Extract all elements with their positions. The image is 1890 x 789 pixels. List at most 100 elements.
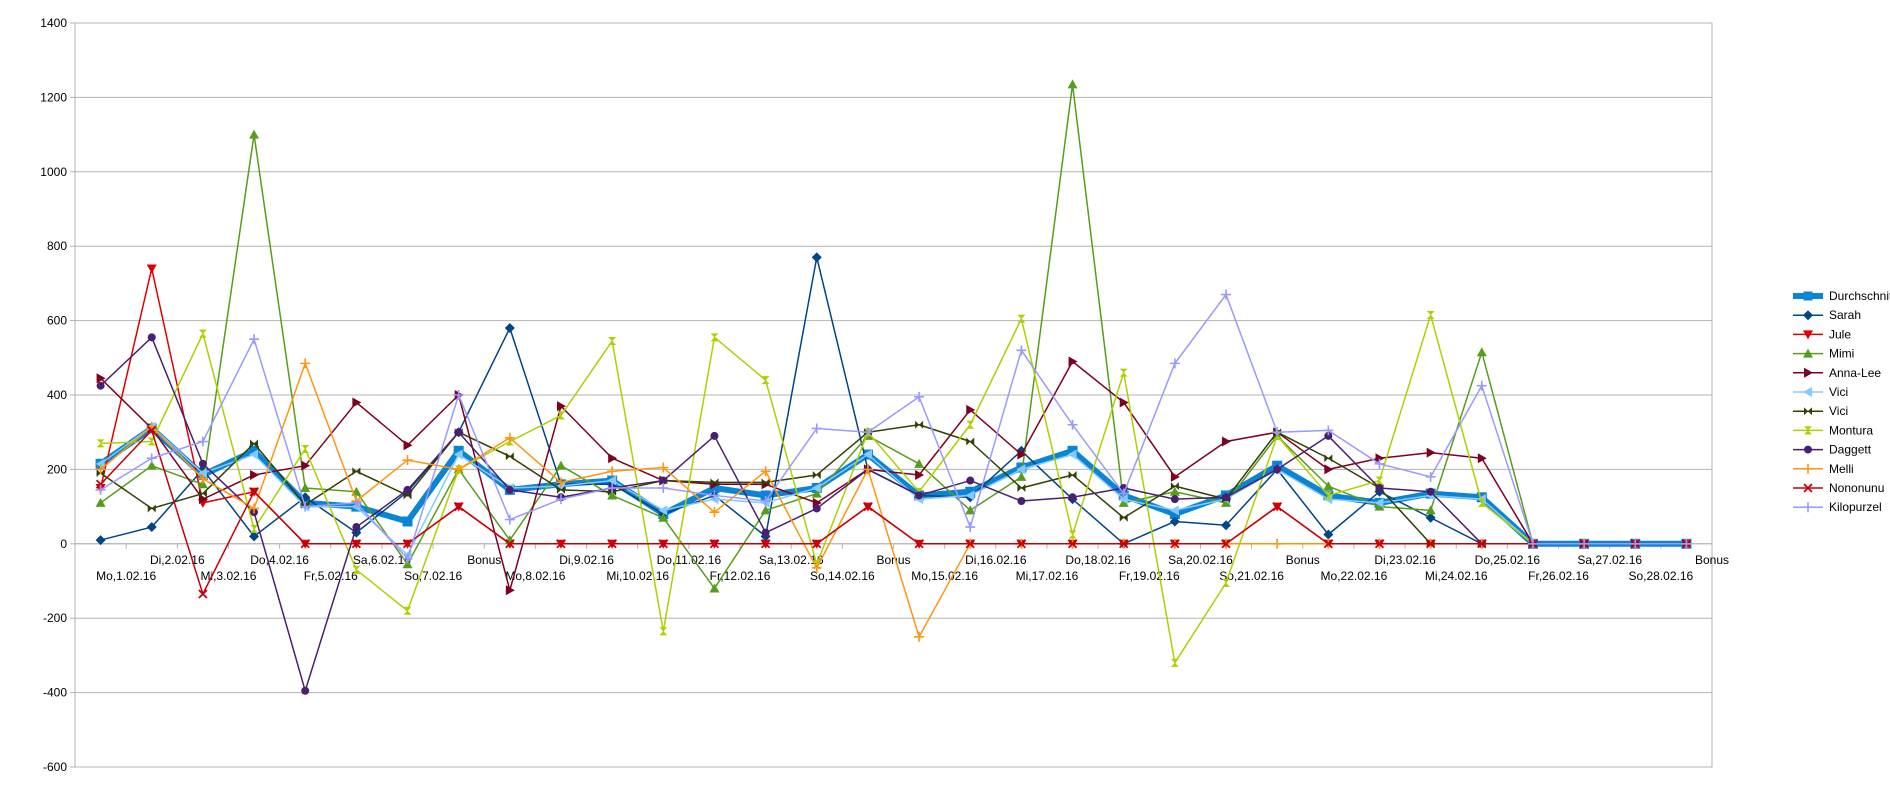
data-point (1681, 538, 1692, 549)
data-point (1324, 491, 1333, 500)
series-line (100, 425, 1687, 556)
data-point (1477, 453, 1487, 464)
data-point (1068, 493, 1077, 502)
data-point (1221, 289, 1232, 300)
data-point (1323, 425, 1334, 436)
data-point (300, 483, 311, 492)
data-point (1630, 538, 1641, 549)
series-kilopurzel (95, 289, 1692, 564)
data-point (95, 479, 106, 489)
data-point (658, 483, 669, 493)
data-point (1374, 539, 1385, 549)
x-tick-label: Sa,13.02.16 (759, 553, 824, 567)
data-point (402, 539, 413, 549)
data-point (1476, 347, 1487, 357)
data-point (607, 490, 618, 500)
data-point (147, 437, 156, 446)
data-point (965, 539, 975, 549)
data-point (197, 479, 208, 489)
data-point (760, 490, 771, 501)
data-point (1375, 484, 1384, 492)
data-point (709, 539, 720, 549)
data-point (760, 539, 771, 549)
x-tick-label: Mo,1.02.16 (96, 569, 156, 583)
data-point (504, 432, 515, 443)
y-tick-label: 800 (47, 239, 67, 253)
data-point (811, 483, 821, 493)
data-point (556, 485, 565, 494)
data-point (1221, 520, 1232, 531)
data-point (454, 428, 463, 437)
data-point (863, 501, 873, 512)
series-montura (96, 311, 1691, 667)
data-point (95, 458, 105, 469)
data-point (96, 439, 105, 448)
data-point (1169, 505, 1179, 516)
data-point (147, 333, 156, 342)
data-point (1170, 539, 1180, 549)
data-point (300, 358, 311, 369)
data-point (1118, 488, 1129, 499)
data-point (760, 505, 771, 515)
data-point (403, 606, 412, 615)
data-point (965, 490, 975, 501)
data-point (453, 464, 464, 475)
data-point (95, 464, 106, 475)
data-point (710, 333, 719, 342)
series-line (100, 83, 1687, 590)
data-point (1803, 310, 1813, 321)
x-tick-label: Mo,15.02.16 (911, 569, 978, 583)
data-point (761, 528, 770, 537)
data-point (1323, 481, 1334, 491)
data-point (915, 420, 924, 429)
y-tick-label: -600 (43, 760, 67, 774)
data-point (198, 589, 208, 599)
data-point (862, 464, 873, 475)
data-point (658, 512, 669, 522)
data-point (1803, 463, 1813, 474)
data-point (1272, 427, 1283, 438)
data-point (351, 497, 362, 508)
x-tick-label: Mi,24.02.16 (1425, 569, 1488, 583)
series-mimi (95, 79, 1692, 593)
x-tick-label: Fr,19.02.16 (1119, 569, 1180, 583)
data-point (249, 487, 259, 497)
legend-item: Jule (1793, 327, 1851, 341)
data-point (607, 475, 617, 486)
y-tick-label: 200 (47, 462, 67, 476)
data-point (760, 466, 771, 477)
data-point (250, 469, 260, 480)
y-tick-label: 600 (47, 314, 67, 328)
data-point (1169, 509, 1180, 520)
data-point (352, 397, 362, 408)
data-point (1222, 436, 1232, 447)
data-point (1119, 397, 1129, 408)
data-point (608, 453, 618, 464)
data-point (1221, 539, 1231, 549)
series-line (100, 360, 1687, 592)
legend-item: Vici (1793, 385, 1848, 399)
data-point (505, 485, 514, 494)
x-tick-label: Bonus (467, 553, 501, 567)
data-point (1017, 449, 1027, 460)
data-point (453, 449, 463, 460)
data-point (811, 562, 822, 573)
data-point (965, 505, 976, 515)
data-point (453, 390, 464, 400)
data-point (1016, 464, 1026, 475)
data-point (1323, 539, 1333, 549)
data-point (1067, 445, 1078, 456)
y-tick-label: 1400 (40, 16, 67, 30)
data-point (1579, 538, 1590, 549)
data-point (1804, 367, 1813, 378)
y-tick-label: 1000 (40, 165, 67, 179)
data-point (812, 470, 821, 479)
data-point (1119, 368, 1128, 377)
data-point (146, 264, 157, 274)
data-point (1803, 291, 1813, 301)
data-point (811, 423, 822, 434)
data-point (146, 522, 157, 533)
x-tick-label: Do,18.02.16 (1065, 553, 1131, 567)
data-point (965, 486, 976, 497)
